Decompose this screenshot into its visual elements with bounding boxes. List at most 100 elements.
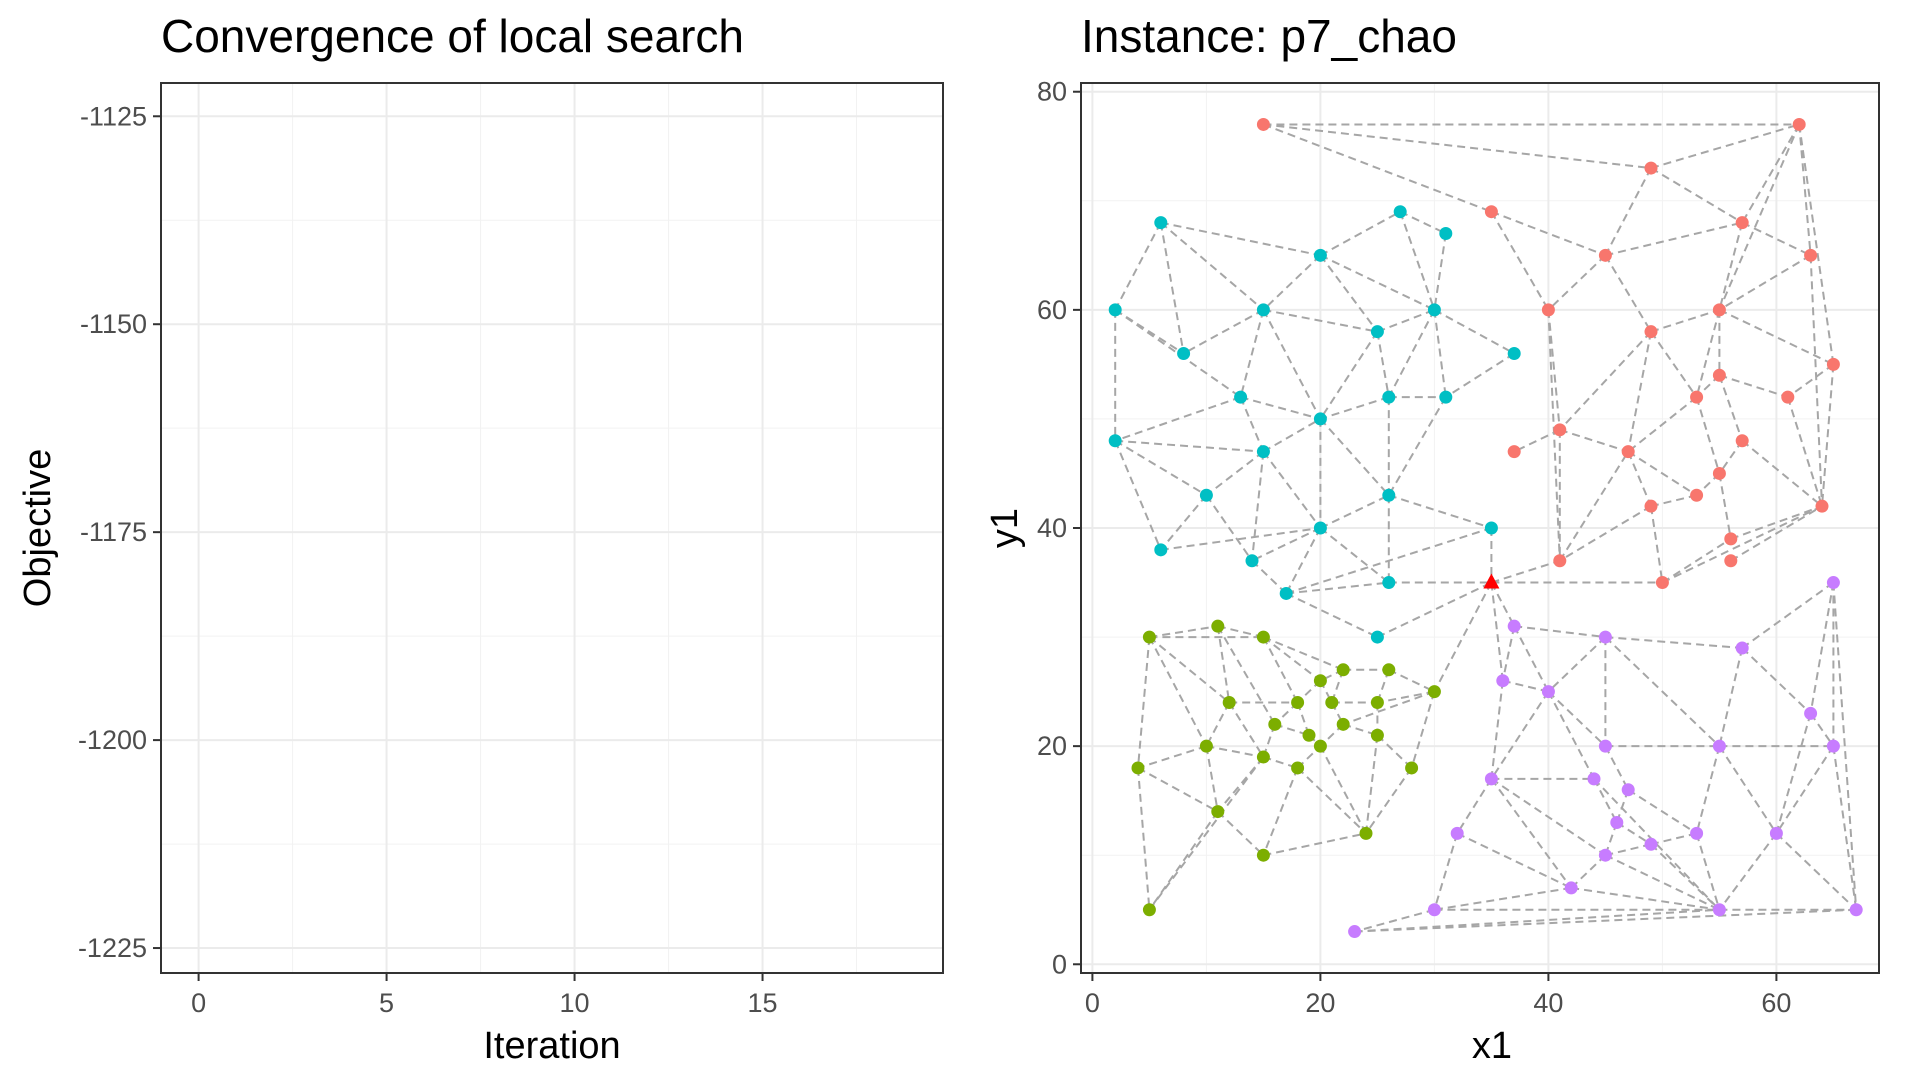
customer-point bbox=[1484, 205, 1498, 219]
route-edge bbox=[1148, 811, 1219, 911]
y-tick-label: 40 bbox=[1037, 513, 1067, 543]
customer-points bbox=[1108, 117, 1863, 939]
route-edge bbox=[1570, 854, 1607, 889]
route-edge bbox=[1547, 254, 1607, 311]
route-edge bbox=[1775, 745, 1835, 834]
route-edge bbox=[1183, 308, 1264, 355]
route-edge bbox=[1262, 636, 1322, 682]
customer-point bbox=[1644, 325, 1658, 339]
route-edge bbox=[1718, 222, 1744, 311]
route-edge bbox=[1239, 309, 1265, 398]
route-edge bbox=[1160, 221, 1321, 257]
y-tick-label: -1225 bbox=[78, 933, 147, 963]
route-edge bbox=[1718, 254, 1812, 311]
x-tick-label: 60 bbox=[1761, 988, 1791, 1018]
left-ticks: 0 5 10 15 -1125 -1150 -1175 -1200 -1225 bbox=[78, 101, 778, 1018]
route-edge bbox=[1559, 505, 1652, 562]
route-edges bbox=[1114, 123, 1858, 933]
route-edge bbox=[1286, 581, 1389, 595]
x-tick-label: 20 bbox=[1305, 988, 1335, 1018]
route-edge bbox=[1239, 396, 1265, 453]
route-edge bbox=[1501, 625, 1516, 681]
route-edge bbox=[1490, 778, 1606, 857]
y-tick-label: 80 bbox=[1037, 77, 1067, 107]
customer-point bbox=[1268, 717, 1282, 731]
route-edge bbox=[1137, 767, 1219, 813]
route-edge bbox=[1605, 636, 1743, 649]
route-edge bbox=[1627, 396, 1698, 453]
left-y-axis-title: Objective bbox=[17, 449, 59, 607]
customer-point bbox=[1769, 826, 1783, 840]
route-edge bbox=[1387, 396, 1447, 496]
route-edge bbox=[1354, 908, 1435, 933]
route-edge bbox=[1217, 625, 1264, 639]
customer-point bbox=[1507, 346, 1521, 360]
route-edge bbox=[1217, 810, 1265, 856]
right-x-axis-title: x1 bbox=[1472, 1025, 1512, 1067]
customer-point bbox=[1199, 739, 1213, 753]
route-edge bbox=[1650, 331, 1698, 398]
customer-point bbox=[1336, 717, 1350, 731]
customer-point bbox=[1735, 216, 1749, 230]
route-edge bbox=[1433, 233, 1447, 311]
route-edge bbox=[1388, 668, 1435, 693]
customer-point bbox=[1370, 696, 1384, 710]
route-edge bbox=[1205, 745, 1219, 812]
route-edge bbox=[1821, 364, 1835, 507]
customer-point bbox=[1621, 783, 1635, 797]
route-edge bbox=[1434, 886, 1572, 911]
route-edge bbox=[1695, 309, 1721, 398]
route-edge bbox=[1650, 506, 1664, 583]
customer-point bbox=[1644, 161, 1658, 175]
customer-point bbox=[1598, 630, 1612, 644]
customer-point bbox=[1405, 761, 1419, 775]
route-edge bbox=[1137, 745, 1207, 769]
customer-point bbox=[1427, 685, 1441, 699]
route-edge bbox=[1251, 451, 1265, 561]
customer-point bbox=[1302, 728, 1316, 742]
route-edge bbox=[1365, 767, 1413, 834]
route-edge bbox=[1263, 123, 1492, 213]
route-edge bbox=[1354, 908, 1720, 933]
route-edge bbox=[1661, 538, 1732, 584]
route-edge bbox=[1741, 439, 1823, 507]
route-edge bbox=[1433, 582, 1493, 693]
y-tick-label: 60 bbox=[1037, 295, 1067, 325]
route-edge bbox=[1388, 494, 1492, 529]
route-edge bbox=[1741, 123, 1801, 224]
route-edge bbox=[1491, 559, 1561, 584]
route-edge bbox=[1263, 123, 1652, 170]
convergence-panel: Convergence of local search 0 5 10 15 -1125 -… bbox=[17, 10, 944, 1067]
route-edge bbox=[1160, 527, 1321, 551]
x-tick-label: 0 bbox=[1085, 988, 1100, 1018]
customer-point bbox=[1211, 619, 1225, 633]
customer-point bbox=[1359, 826, 1373, 840]
route-edge bbox=[1650, 843, 1721, 911]
route-edge bbox=[1205, 450, 1265, 497]
customer-point bbox=[1291, 761, 1305, 775]
route-edge bbox=[1547, 309, 1561, 561]
route-edge bbox=[1148, 636, 1230, 704]
route-edge bbox=[1650, 832, 1697, 846]
route-edge bbox=[1571, 886, 1720, 911]
customer-point bbox=[1712, 368, 1726, 382]
route-edge bbox=[1741, 581, 1834, 649]
route-edge bbox=[1616, 821, 1652, 846]
customer-point bbox=[1313, 412, 1327, 426]
customer-point bbox=[1735, 434, 1749, 448]
route-edge bbox=[1433, 833, 1459, 911]
route-edge bbox=[1718, 745, 1778, 834]
customer-point bbox=[1211, 805, 1225, 819]
route-edge bbox=[1661, 505, 1823, 584]
route-edge bbox=[1775, 832, 1857, 911]
customer-point bbox=[1724, 554, 1738, 568]
customer-point bbox=[1690, 390, 1704, 404]
route-edge bbox=[1433, 309, 1447, 398]
route-edge bbox=[1114, 396, 1241, 442]
route-edge bbox=[1262, 254, 1322, 311]
x-tick-label: 15 bbox=[748, 988, 778, 1018]
customer-point bbox=[1427, 903, 1441, 917]
customer-point bbox=[1348, 925, 1362, 939]
customer-point bbox=[1222, 696, 1236, 710]
route-edge bbox=[1490, 691, 1550, 780]
